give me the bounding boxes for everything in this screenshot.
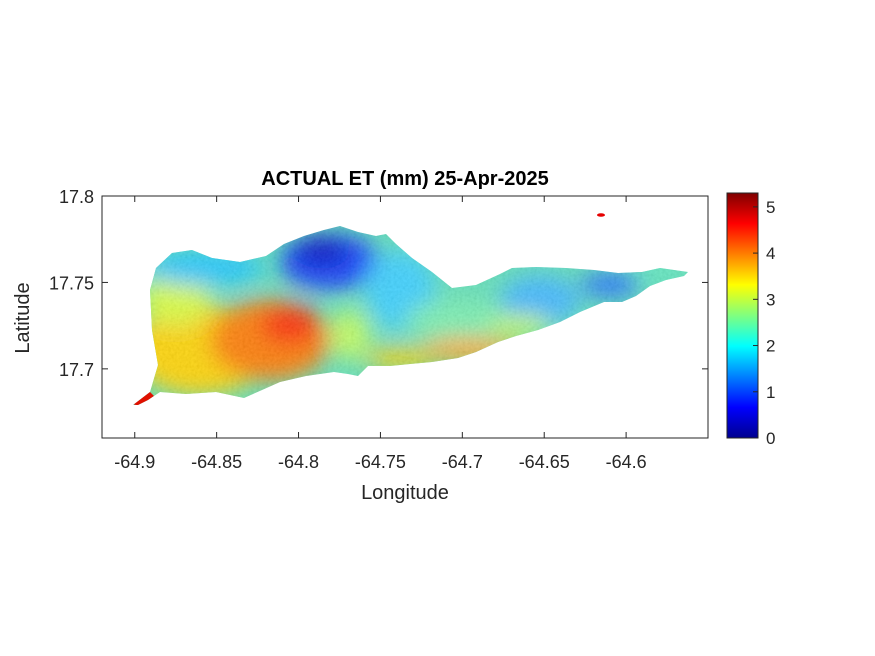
x-tick-label: -64.8	[278, 452, 319, 472]
y-tick-label: 17.75	[49, 273, 94, 293]
x-tick-label: -64.65	[519, 452, 570, 472]
chart-title: ACTUAL ET (mm) 25-Apr-2025	[261, 168, 548, 190]
colorbar-tick-label: 2	[766, 337, 775, 356]
buck-island-patch	[597, 213, 605, 217]
x-tick-label: -64.7	[442, 452, 483, 472]
x-tick-label: -64.75	[355, 452, 406, 472]
y-axis-label: Latitude	[12, 282, 34, 353]
y-tick-label: 17.7	[59, 360, 94, 380]
colorbar-tick-label: 3	[766, 290, 775, 309]
colorbar	[726, 192, 759, 439]
colorbar-tick-label: 4	[766, 244, 775, 263]
x-tick-label: -64.85	[191, 452, 242, 472]
x-tick-label: -64.9	[114, 452, 155, 472]
y-tick-label: 17.8	[59, 187, 94, 207]
colorbar-tick-label: 5	[766, 198, 775, 217]
x-axis: -64.9 -64.85 -64.8 -64.75 -64.7 -64.65 -64.6	[114, 196, 647, 472]
x-tick-label: -64.6	[606, 452, 647, 472]
x-axis-label: Longitude	[361, 482, 449, 504]
colorbar-tick-label: 0	[766, 429, 775, 448]
y-axis: 17.7 17.75 17.8	[49, 187, 708, 380]
colorbar-ticks: 0 1 2 3 4 5	[753, 198, 775, 448]
colorbar-tick-label: 1	[766, 383, 775, 402]
